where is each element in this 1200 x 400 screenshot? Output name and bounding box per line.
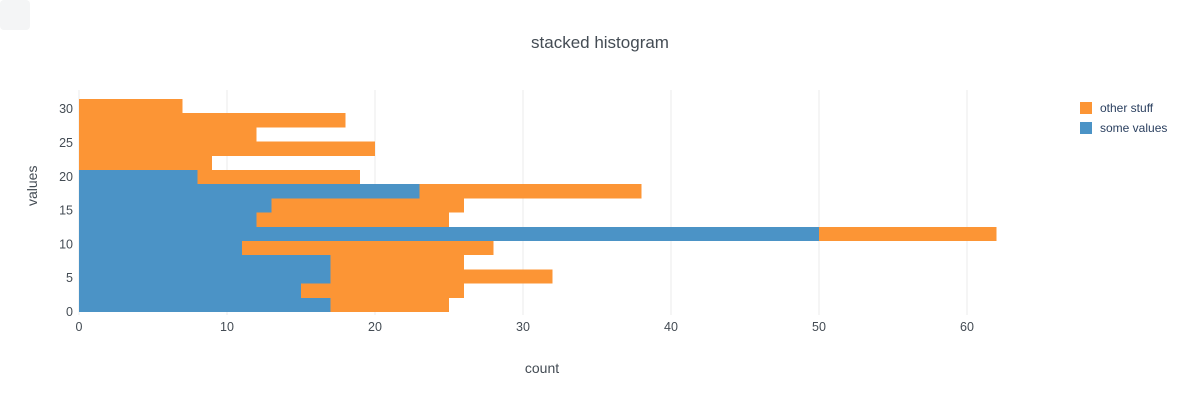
bar-segment-some-values[interactable] [79,269,331,284]
y-tick-label: 5 [66,271,73,285]
bar-segment-some-values[interactable] [79,283,301,298]
legend-swatch-orange [1080,102,1092,114]
bar-segment-other-stuff[interactable] [79,99,183,114]
bars-group [79,99,997,312]
bar-segment-other-stuff[interactable] [271,198,464,213]
bar-segment-other-stuff[interactable] [419,184,642,199]
legend-item-other-stuff[interactable]: other stuff [1080,101,1167,115]
chart-title: stacked histogram [531,33,669,52]
x-tick-labels-group: 0 10 20 30 40 50 60 [76,320,974,334]
y-tick-label: 20 [59,170,73,184]
bar-segment-some-values[interactable] [79,241,242,256]
bar-segment-other-stuff[interactable] [819,226,997,241]
y-tick-label: 15 [59,204,73,218]
bar-segment-some-values[interactable] [79,184,420,199]
y-tick-label: 25 [59,136,73,150]
x-axis-title: count [524,360,560,376]
bar-segment-other-stuff[interactable] [330,255,464,270]
x-tick-label: 60 [960,320,974,334]
legend-label: some values [1100,121,1168,135]
y-tick-label: 10 [59,237,73,251]
x-tick-label: 20 [368,320,382,334]
bar-segment-other-stuff[interactable] [79,127,257,142]
x-tick-label: 0 [76,320,83,334]
modebar-area[interactable] [0,0,30,30]
x-tick-label: 10 [220,320,234,334]
bar-segment-other-stuff[interactable] [79,141,375,156]
bar-segment-some-values[interactable] [79,297,331,312]
x-tick-label: 40 [664,320,678,334]
bar-segment-some-values[interactable] [79,255,331,270]
bar-segment-other-stuff[interactable] [79,155,213,170]
bar-segment-other-stuff[interactable] [79,113,346,128]
bar-segment-some-values[interactable] [79,198,272,213]
x-tick-label: 30 [516,320,530,334]
legend: other stuff some values [1080,101,1167,135]
bar-segment-some-values[interactable] [79,212,257,227]
bar-segment-other-stuff[interactable] [301,283,464,298]
legend-item-some-values[interactable]: some values [1080,121,1167,135]
bar-segment-some-values[interactable] [79,226,819,241]
x-tick-label: 50 [812,320,826,334]
legend-swatch-blue [1080,122,1092,134]
bar-segment-other-stuff[interactable] [330,297,449,312]
bar-segment-some-values[interactable] [79,170,198,185]
y-tick-labels-group: 0 5 10 15 20 25 30 [59,102,73,319]
bar-segment-other-stuff[interactable] [241,241,494,256]
bar-segment-other-stuff[interactable] [256,212,449,227]
y-tick-label: 30 [59,102,73,116]
legend-label: other stuff [1100,101,1154,115]
y-tick-label: 0 [66,305,73,319]
bar-segment-other-stuff[interactable] [330,269,553,284]
bar-segment-other-stuff[interactable] [197,170,361,185]
